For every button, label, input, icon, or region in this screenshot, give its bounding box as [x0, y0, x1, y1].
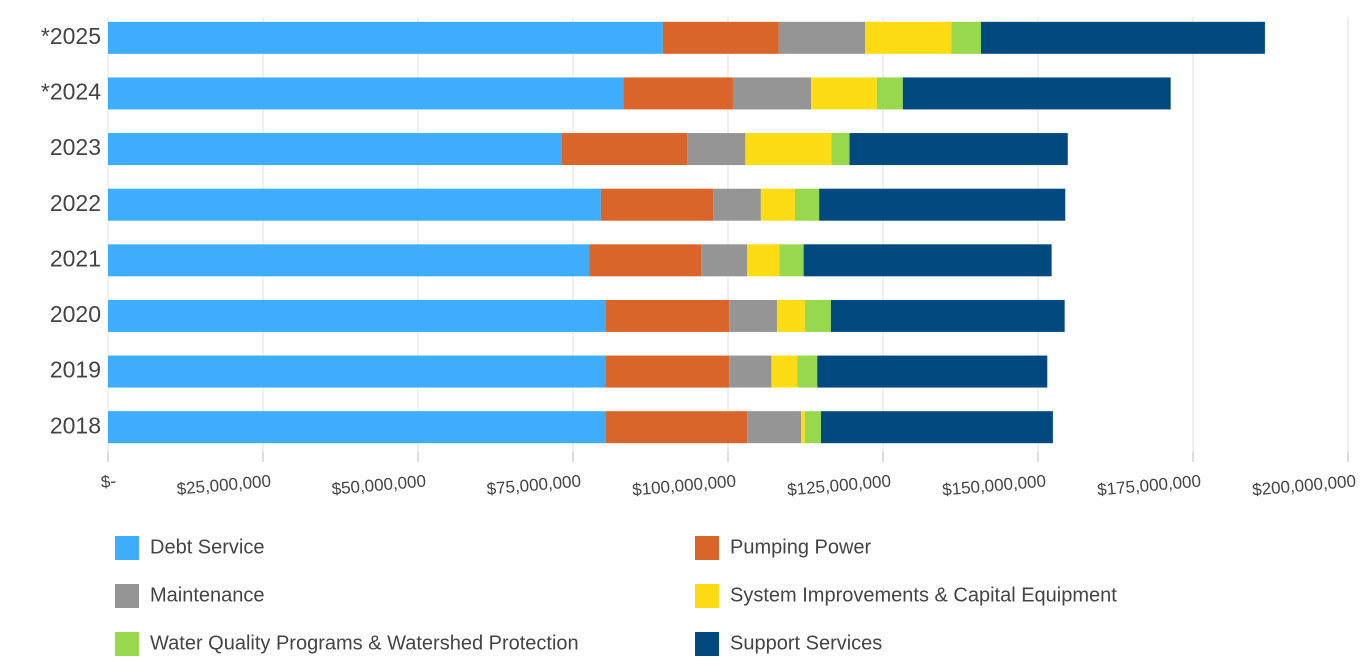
y-tick-label: 2018	[50, 412, 101, 438]
bar-segment	[745, 133, 832, 166]
x-tick-label: $175,000,000	[1096, 472, 1201, 500]
bar-segment	[589, 244, 702, 277]
bar-segment	[804, 411, 821, 444]
bar-segment	[951, 21, 981, 54]
bar-segment	[713, 188, 761, 221]
legend-label: System Improvements & Capital Equipment	[730, 584, 1117, 606]
bar-segment	[811, 77, 877, 110]
bar-segment	[108, 188, 601, 221]
y-tick-label: 2019	[50, 357, 101, 383]
y-tick-label: *2025	[41, 23, 101, 49]
bar-segment	[849, 133, 1068, 166]
bar-segment	[794, 188, 820, 221]
bar-segment	[605, 355, 730, 388]
legend-swatch	[115, 632, 139, 656]
bar-segment	[623, 77, 733, 110]
bar-segment	[760, 188, 795, 221]
bar-segment	[687, 133, 746, 166]
bar-segment	[747, 244, 780, 277]
bar-segment	[980, 21, 1265, 54]
bar-segment	[747, 411, 802, 444]
legend-label: Water Quality Programs & Watershed Prote…	[150, 632, 579, 654]
x-tick-label: $50,000,000	[331, 472, 427, 499]
legend-label: Maintenance	[150, 584, 265, 606]
bar-segment	[732, 77, 812, 110]
y-tick-label: 2020	[50, 301, 101, 327]
legend-label: Debt Service	[150, 536, 265, 558]
bar-segment	[771, 355, 798, 388]
legend-swatch	[115, 536, 139, 560]
bar-segment	[701, 244, 748, 277]
x-tick-label: $-	[100, 472, 117, 492]
bar-segment	[819, 188, 1066, 221]
x-tick-label: $25,000,000	[176, 472, 272, 499]
x-tick-label: $200,000,000	[1251, 472, 1356, 500]
x-tick-label: $150,000,000	[941, 472, 1046, 500]
y-tick-label: 2023	[50, 134, 101, 160]
x-tick-label: $100,000,000	[631, 472, 736, 500]
bar-segment	[108, 77, 624, 110]
legend-swatch	[115, 584, 139, 608]
bar-segment	[605, 299, 730, 332]
bar-segment	[817, 355, 1048, 388]
bar-segment	[779, 244, 804, 277]
legend-swatch	[695, 632, 719, 656]
bar-segment	[776, 299, 805, 332]
bar-segment	[830, 299, 1065, 332]
bar-segment	[803, 244, 1052, 277]
bar-segment	[778, 21, 866, 54]
y-tick-label: *2024	[41, 79, 101, 105]
bar-segment	[801, 411, 805, 444]
bar-segment	[108, 299, 606, 332]
bar-segment	[831, 133, 850, 166]
bar-segment	[876, 77, 903, 110]
bar-segment	[108, 133, 562, 166]
legend-swatch	[695, 536, 719, 560]
legend-swatch	[695, 584, 719, 608]
y-tick-label: 2022	[50, 190, 101, 216]
bar-segment	[821, 411, 1053, 444]
bar-segment	[108, 411, 606, 444]
legend-label: Pumping Power	[730, 536, 872, 558]
bar-segment	[108, 21, 663, 54]
bar-segment	[804, 299, 831, 332]
legend-label: Support Services	[730, 632, 882, 654]
bar-segment	[662, 21, 779, 54]
bar-segment	[605, 411, 748, 444]
x-tick-label: $75,000,000	[486, 472, 582, 499]
bar-segment	[108, 244, 590, 277]
bar-segment	[600, 188, 714, 221]
bar-segment	[729, 355, 772, 388]
bar-segment	[108, 355, 606, 388]
x-tick-label: $125,000,000	[786, 472, 891, 500]
bar-segment	[561, 133, 688, 166]
bar-segment	[865, 21, 952, 54]
y-tick-label: 2021	[50, 245, 101, 271]
bar-segment	[797, 355, 818, 388]
bar-segment	[729, 299, 777, 332]
bar-segment	[902, 77, 1171, 110]
